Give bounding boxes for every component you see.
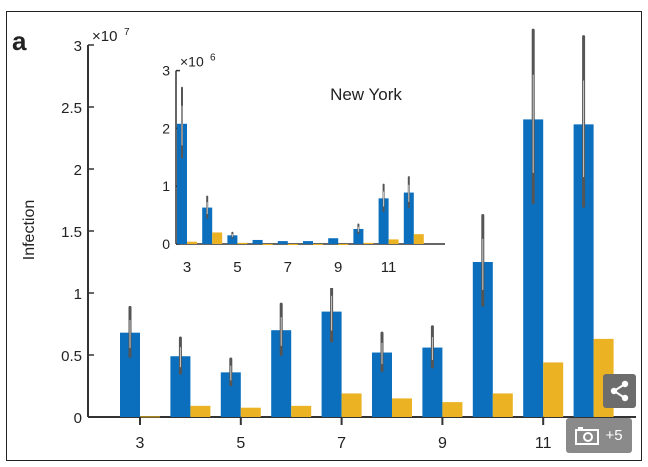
bar-blue-4 — [170, 356, 191, 417]
bar-blue-4 — [202, 207, 213, 244]
bar-blue-6 — [271, 330, 292, 417]
y-axis-label: Infection — [21, 200, 38, 260]
y-multiplier: ×10 — [92, 28, 117, 45]
bar-blue-12 — [403, 192, 414, 244]
bar-blue-3 — [177, 123, 187, 244]
x-tick-label: 9 — [334, 259, 342, 276]
x-tick-label: 11 — [535, 435, 552, 452]
bar-blue-10 — [472, 262, 493, 417]
bar-yellow-9 — [442, 402, 463, 417]
y-multiplier: ×10 — [180, 54, 204, 70]
bar-yellow-10 — [492, 393, 513, 417]
bar-blue-3 — [120, 332, 140, 417]
y-tick-label: 1 — [74, 286, 82, 303]
bar-yellow-3 — [140, 416, 160, 418]
bar-yellow-4 — [190, 405, 211, 417]
bar-blue-9 — [422, 347, 443, 417]
y-tick-label: 0 — [162, 236, 170, 252]
bar-yellow-5 — [237, 242, 248, 244]
bar-yellow-11 — [388, 239, 399, 244]
bar-blue-5 — [227, 235, 238, 244]
camera-icon — [575, 426, 600, 445]
y-tick-label: 2 — [74, 162, 82, 179]
bar-yellow-9 — [338, 244, 349, 245]
bar-blue-8 — [303, 241, 313, 244]
bar-yellow-10 — [363, 242, 374, 244]
x-tick-label: 3 — [183, 259, 191, 276]
bar-yellow-7 — [341, 393, 362, 417]
bar-blue-10 — [353, 228, 364, 244]
x-tick-label: 3 — [136, 435, 145, 452]
y-tick-label: 3 — [74, 38, 82, 55]
bar-blue-11 — [378, 198, 389, 244]
bar-blue-8 — [372, 352, 392, 417]
bar-yellow-6 — [291, 405, 312, 417]
share-button[interactable] — [603, 374, 636, 408]
y-tick-label: 2 — [162, 120, 170, 136]
y-tick-label: 0.5 — [61, 348, 82, 365]
bar-blue-7 — [321, 311, 342, 417]
photo-gallery-button[interactable]: +5 — [566, 418, 632, 453]
x-tick-label: 11 — [381, 259, 397, 276]
x-tick-label: 9 — [438, 435, 447, 452]
bar-yellow-4 — [212, 232, 223, 244]
share-icon — [610, 380, 628, 402]
y-tick-label: 2.5 — [61, 100, 82, 117]
bar-yellow-6 — [262, 244, 273, 245]
bar-yellow-7 — [287, 244, 298, 245]
bar-blue-7 — [277, 241, 288, 244]
photo-count: +5 — [605, 427, 623, 444]
bar-yellow-12 — [413, 234, 424, 244]
bar-yellow-5 — [240, 407, 261, 417]
y-tick-label: 3 — [162, 63, 170, 79]
x-tick-label: 7 — [284, 259, 292, 276]
inset-title: New York — [330, 85, 402, 104]
bar-blue-11 — [523, 119, 544, 418]
bar-blue-9 — [328, 238, 339, 244]
bar-blue-5 — [220, 372, 241, 417]
x-tick-label: 5 — [233, 259, 241, 276]
y-multiplier-exponent: 6 — [210, 53, 216, 64]
figure-frame — [6, 11, 642, 461]
x-tick-label: 7 — [337, 435, 346, 452]
panel-label: a — [12, 26, 27, 56]
bar-blue-12 — [573, 124, 594, 418]
x-tick-label: 5 — [236, 435, 245, 452]
y-tick-label: 0 — [74, 410, 82, 427]
bar-blue-6 — [252, 239, 263, 244]
bar-yellow-8 — [313, 244, 323, 245]
bar-yellow-8 — [392, 398, 412, 417]
bar-yellow-11 — [543, 362, 564, 417]
y-tick-label: 1.5 — [61, 224, 82, 241]
bar-yellow-3 — [187, 241, 197, 244]
y-tick-label: 1 — [162, 178, 170, 194]
y-multiplier-exponent: 7 — [124, 27, 130, 38]
